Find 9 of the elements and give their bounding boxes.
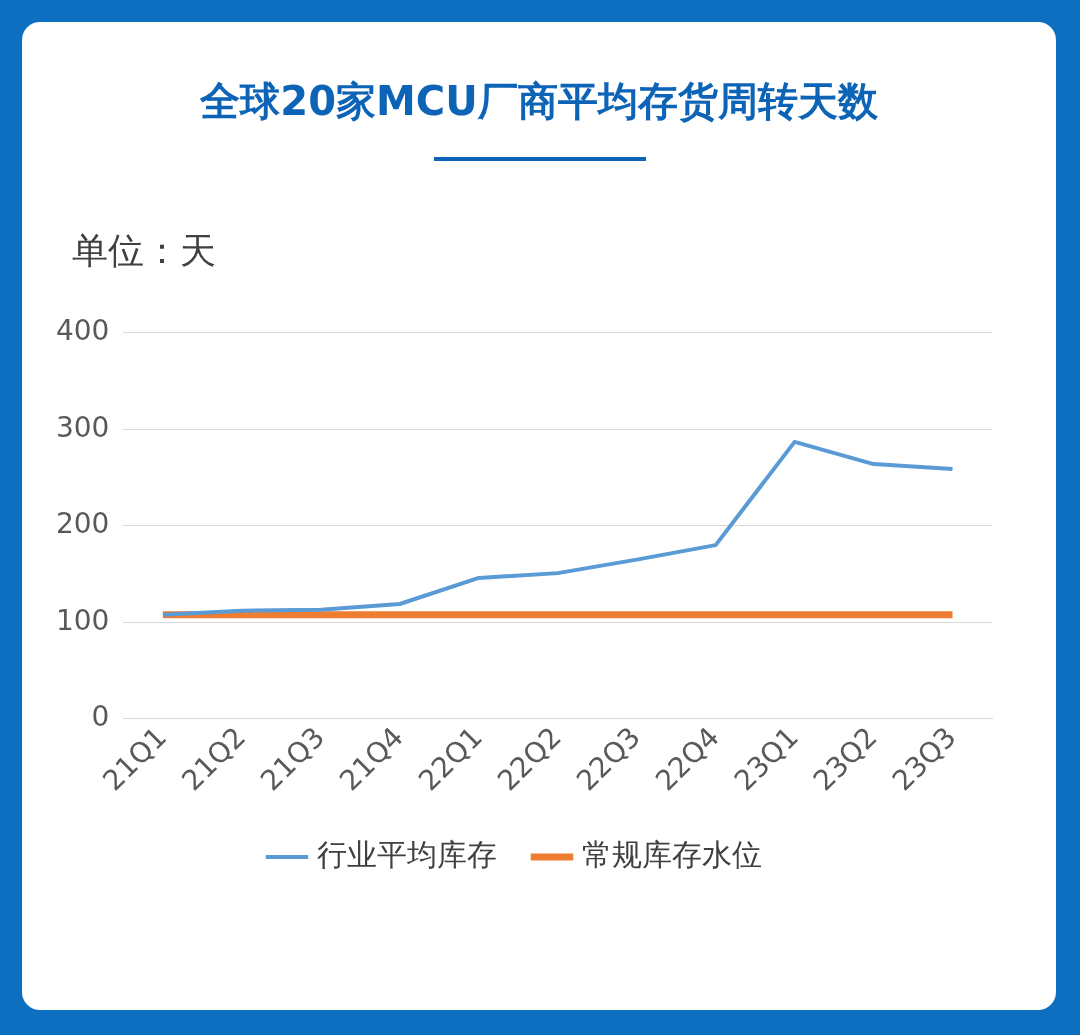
legend-label: 行业平均库存 xyxy=(317,836,497,872)
y-tick-label: 100 xyxy=(55,603,110,637)
y-tick-label: 0 xyxy=(91,700,110,734)
chart-title: 全球20家MCU厂商平均存货周转天数 xyxy=(199,77,879,126)
legend-label: 常规库存水位 xyxy=(582,836,762,872)
y-tick-label: 300 xyxy=(55,410,110,444)
y-axis-title: 单位：天 xyxy=(72,229,216,273)
y-tick-label: 400 xyxy=(55,314,110,348)
y-tick-label: 200 xyxy=(55,507,110,541)
